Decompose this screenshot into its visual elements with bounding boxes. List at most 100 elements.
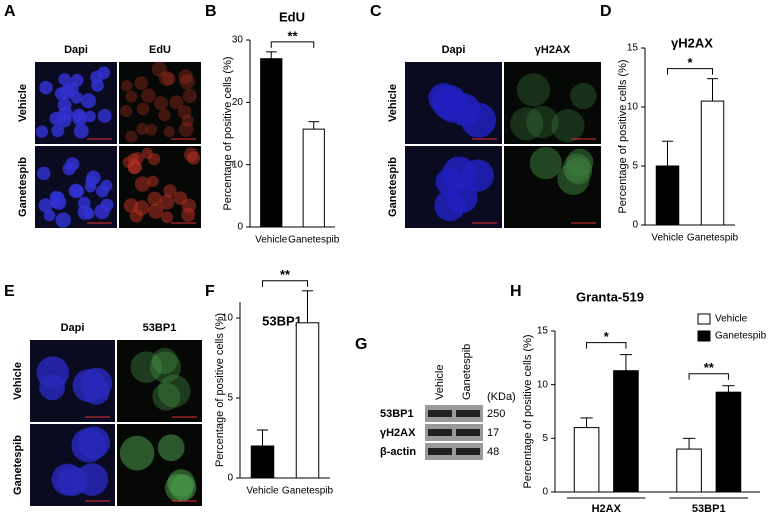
significance-bracket bbox=[688, 373, 729, 380]
nucleus bbox=[97, 108, 112, 123]
blot-row-label: β-actin bbox=[380, 446, 416, 458]
nucleus bbox=[100, 179, 113, 192]
micrograph bbox=[119, 62, 201, 144]
nucleus bbox=[57, 98, 72, 113]
nucleus bbox=[70, 91, 83, 104]
nucleus bbox=[43, 209, 56, 222]
nucleus bbox=[154, 96, 169, 111]
nucleus bbox=[72, 111, 88, 127]
nucleus bbox=[169, 95, 184, 110]
y-tick-label: 5 bbox=[542, 433, 548, 444]
nucleus bbox=[136, 102, 150, 116]
nucleus bbox=[80, 367, 113, 400]
row-label: Ganetespib bbox=[17, 157, 29, 217]
nucleus bbox=[187, 151, 201, 165]
significance-bracket bbox=[262, 280, 308, 287]
y-axis-label: Percentage of positive cells (%) bbox=[522, 334, 534, 488]
nucleus bbox=[51, 191, 65, 205]
blot-band bbox=[456, 429, 480, 436]
blot-unit: (KDa) bbox=[487, 391, 516, 403]
nucleus bbox=[36, 356, 70, 389]
bar bbox=[715, 391, 742, 493]
bar bbox=[700, 100, 725, 226]
nucleus bbox=[148, 153, 161, 166]
nucleus bbox=[178, 69, 193, 84]
column-label: 53BP1 bbox=[143, 322, 177, 334]
nucleus bbox=[136, 122, 149, 136]
row-label: Ganetespib bbox=[12, 435, 24, 495]
y-axis-label: Percentage of positive cells (%) bbox=[222, 56, 234, 210]
panel-letter: D bbox=[600, 3, 612, 20]
bar bbox=[260, 58, 283, 228]
y-tick-label: 0 bbox=[542, 487, 548, 498]
nucleus bbox=[131, 152, 144, 165]
significance-label: ** bbox=[704, 360, 715, 375]
nucleus bbox=[120, 104, 133, 118]
x-tick-label: Vehicle bbox=[246, 486, 279, 497]
y-tick-label: 30 bbox=[232, 35, 244, 46]
nucleus bbox=[147, 191, 162, 207]
nucleus bbox=[125, 90, 138, 103]
y-tick-label: 10 bbox=[537, 379, 549, 390]
bar bbox=[302, 128, 325, 228]
nucleus bbox=[162, 72, 176, 86]
panel-letter: B bbox=[205, 3, 217, 20]
nucleus bbox=[38, 198, 53, 213]
blot-band bbox=[456, 410, 480, 417]
nucleus bbox=[37, 166, 51, 181]
x-tick-label: Ganetespib bbox=[282, 486, 334, 497]
legend-swatch bbox=[697, 330, 711, 342]
nucleus bbox=[152, 382, 181, 411]
x-tick-label: H2AX bbox=[592, 503, 622, 515]
panel-letter: A bbox=[4, 3, 16, 20]
nucleus bbox=[177, 105, 192, 120]
blot-band bbox=[428, 410, 452, 417]
nucleus bbox=[158, 109, 171, 122]
nucleus bbox=[158, 70, 174, 86]
column-label: γH2AX bbox=[535, 44, 571, 56]
nucleus bbox=[77, 204, 93, 220]
nucleus bbox=[97, 66, 111, 80]
legend-swatch bbox=[697, 313, 711, 325]
chart-title: Granta-519 bbox=[576, 289, 644, 304]
panel-letter: F bbox=[205, 283, 215, 300]
nucleus bbox=[432, 84, 467, 120]
nucleus bbox=[516, 73, 551, 107]
chart-title: 53BP1 bbox=[262, 313, 302, 328]
y-tick-label: 15 bbox=[627, 43, 639, 54]
column-label: Dapi bbox=[442, 44, 466, 56]
nucleus bbox=[570, 82, 597, 110]
nucleus bbox=[442, 156, 477, 191]
blot-strip bbox=[425, 443, 483, 460]
legend-label: Vehicle bbox=[715, 314, 748, 325]
bar bbox=[655, 165, 680, 226]
y-tick-label: 10 bbox=[627, 102, 639, 113]
significance-label: * bbox=[604, 329, 610, 344]
blot-row-label: γH2AX bbox=[380, 427, 416, 439]
y-tick-label: 15 bbox=[537, 326, 549, 337]
nucleus bbox=[182, 88, 197, 104]
nucleus bbox=[163, 126, 175, 138]
nucleus bbox=[151, 61, 167, 77]
nucleus bbox=[134, 76, 148, 90]
nucleus bbox=[434, 190, 466, 222]
column-label: EdU bbox=[149, 44, 171, 56]
blot-band bbox=[428, 429, 452, 436]
nucleus bbox=[100, 198, 114, 212]
y-tick-label: 10 bbox=[222, 313, 234, 324]
y-tick-label: 10 bbox=[232, 159, 244, 170]
column-label: Dapi bbox=[61, 322, 85, 334]
blot-band bbox=[456, 448, 480, 455]
nucleus bbox=[145, 123, 158, 136]
panel-letter: C bbox=[370, 3, 382, 20]
nucleus bbox=[39, 80, 53, 95]
nucleus bbox=[147, 175, 159, 188]
significance-bracket bbox=[270, 41, 315, 48]
nucleus bbox=[181, 114, 194, 127]
bar bbox=[295, 322, 320, 479]
x-tick-label: Vehicle bbox=[651, 233, 684, 244]
y-axis-label: Percentage of positive cells (%) bbox=[617, 59, 629, 213]
nucleus bbox=[35, 125, 49, 138]
blot-size: 17 bbox=[487, 427, 499, 439]
blot-strip bbox=[425, 405, 483, 422]
